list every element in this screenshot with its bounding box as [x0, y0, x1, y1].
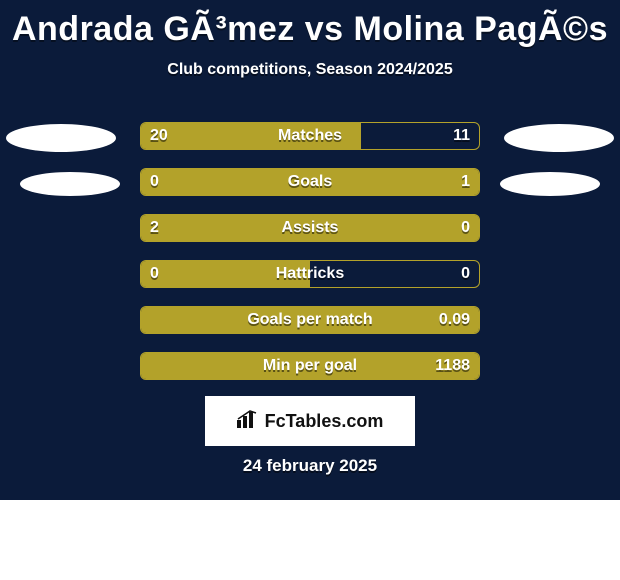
logo-badge: FcTables.com: [205, 396, 415, 446]
metric-row: 2011Matches: [0, 120, 620, 166]
chart-icon: [237, 410, 259, 432]
metric-label: Goals: [140, 168, 480, 196]
metric-label: Matches: [140, 122, 480, 150]
player-avatar-right: [500, 172, 600, 196]
subtitle: Club competitions, Season 2024/2025: [0, 61, 620, 79]
metric-row: 0.09Goals per match: [0, 304, 620, 350]
comparison-card: Andrada GÃ³mez vs Molina PagÃ©s Club com…: [0, 0, 620, 500]
metric-label: Hattricks: [140, 260, 480, 288]
player-avatar-right: [504, 124, 614, 152]
metrics-container: 2011Matches01Goals20Assists00Hattricks0.…: [0, 120, 620, 396]
metric-label: Min per goal: [140, 352, 480, 380]
page-title: Andrada GÃ³mez vs Molina PagÃ©s: [0, 0, 620, 49]
metric-row: 1188Min per goal: [0, 350, 620, 396]
metric-row: 00Hattricks: [0, 258, 620, 304]
date-label: 24 february 2025: [0, 456, 620, 476]
logo-text: FcTables.com: [265, 411, 384, 432]
player-avatar-left: [6, 124, 116, 152]
player-avatar-left: [20, 172, 120, 196]
metric-label: Assists: [140, 214, 480, 242]
metric-row: 01Goals: [0, 166, 620, 212]
metric-label: Goals per match: [140, 306, 480, 334]
metric-row: 20Assists: [0, 212, 620, 258]
